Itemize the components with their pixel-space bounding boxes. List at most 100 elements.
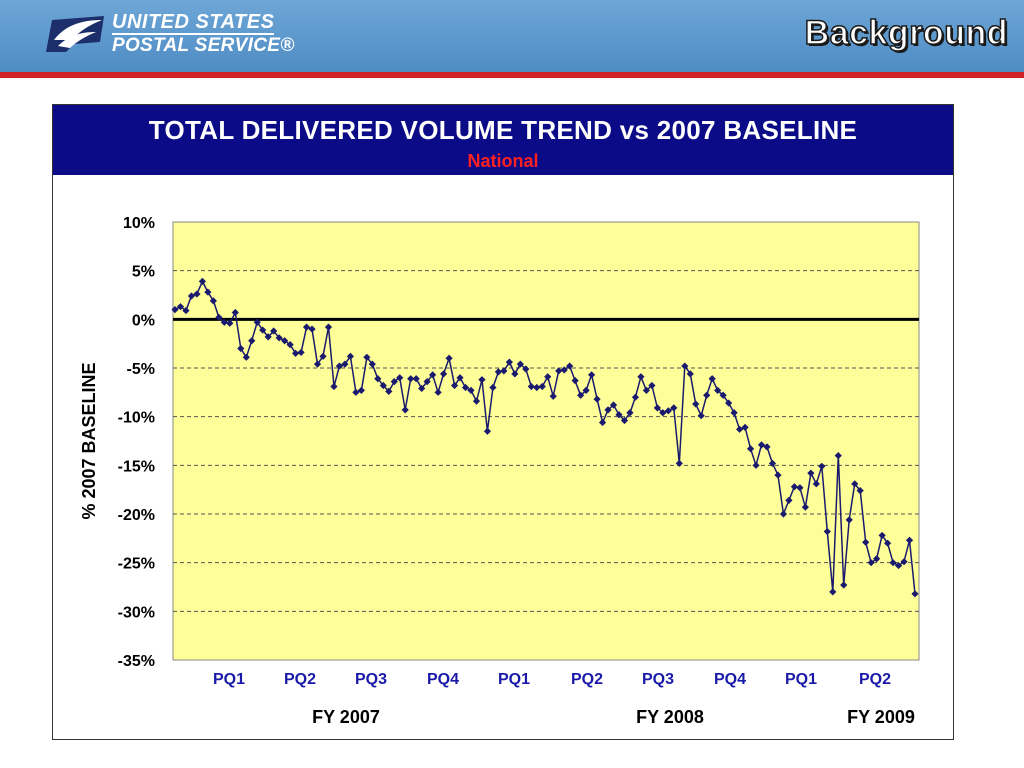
data-point	[385, 387, 393, 395]
data-point	[681, 362, 689, 370]
data-point	[697, 412, 705, 420]
data-point	[851, 480, 859, 488]
data-point	[631, 393, 640, 401]
chart-title: TOTAL DELIVERED VOLUME TREND vs 2007 BAS…	[148, 115, 858, 145]
data-point	[714, 386, 722, 394]
data-point	[653, 404, 661, 412]
data-point	[719, 391, 727, 399]
data-point	[341, 360, 349, 368]
fiscal-year-label: FY 2008	[636, 707, 704, 727]
section-title: Background	[804, 13, 1008, 53]
eagle-logo-icon	[46, 16, 104, 52]
y-tick-label: -30%	[118, 604, 155, 621]
data-point	[615, 411, 623, 419]
data-point	[746, 445, 755, 453]
data-point	[176, 303, 185, 311]
data-point	[790, 483, 799, 491]
data-point	[215, 313, 223, 321]
data-point	[511, 370, 519, 378]
x-period-label: PQ3	[642, 671, 674, 688]
data-point	[363, 353, 371, 361]
data-point	[346, 352, 355, 360]
data-point	[703, 391, 711, 399]
data-point	[434, 388, 442, 396]
data-point	[439, 370, 448, 378]
data-point	[659, 409, 667, 417]
y-tick-label: -20%	[118, 507, 155, 524]
data-point	[352, 388, 360, 396]
x-period-label: PQ2	[571, 671, 603, 688]
data-point	[779, 510, 788, 518]
y-tick-label: 10%	[123, 215, 155, 232]
data-point	[516, 360, 524, 368]
x-period-label: PQ2	[284, 671, 316, 688]
data-point	[171, 306, 179, 314]
data-point	[566, 362, 574, 370]
data-point	[626, 409, 634, 417]
y-tick-label: -5%	[127, 361, 155, 378]
data-point	[894, 561, 903, 570]
x-period-label: PQ3	[355, 671, 387, 688]
data-point	[407, 375, 415, 383]
x-period-label: PQ4	[714, 671, 746, 688]
data-point	[555, 367, 563, 375]
data-point	[637, 373, 645, 381]
data-point	[708, 375, 716, 383]
data-point	[664, 407, 672, 415]
data-point	[609, 401, 618, 409]
data-point	[374, 375, 382, 383]
y-tick-label: -10%	[118, 410, 155, 427]
y-tick-label: 0%	[132, 312, 155, 329]
data-point	[390, 378, 398, 386]
data-point	[801, 503, 809, 511]
data-point	[862, 538, 870, 546]
data-point	[533, 383, 541, 392]
header-red-stripe	[0, 72, 1024, 78]
data-point	[818, 462, 826, 470]
x-period-label: PQ4	[427, 671, 459, 688]
data-point	[319, 352, 327, 360]
chart-container: TOTAL DELIVERED VOLUME TREND vs 2007 BAS…	[52, 104, 954, 740]
data-point	[505, 358, 513, 366]
brand-line2: POSTAL SERVICE®	[112, 35, 295, 56]
data-point	[785, 496, 793, 504]
data-point	[598, 418, 607, 427]
data-point	[401, 406, 409, 414]
data-point	[675, 459, 683, 467]
chart-subtitle: National	[467, 151, 539, 171]
data-point	[478, 376, 486, 384]
data-point	[571, 377, 579, 385]
data-point	[324, 323, 333, 331]
data-point	[450, 381, 459, 390]
data-point	[725, 399, 733, 407]
data-point	[335, 362, 344, 370]
data-point	[642, 386, 651, 394]
data-point	[302, 323, 311, 331]
data-point	[763, 443, 771, 451]
y-axis-label: % 2007 BASELINE	[79, 362, 99, 519]
header-bar	[0, 0, 1024, 72]
y-tick-label: 5%	[132, 264, 155, 281]
data-point	[544, 373, 552, 381]
chart-plot: 10% 5% 0% -5% -10% -15% -20% -25% -30% -35% % 2007…	[79, 215, 920, 727]
data-point	[730, 409, 738, 417]
data-point	[752, 461, 760, 469]
data-point	[429, 371, 437, 379]
data-point	[313, 360, 322, 368]
data-point	[840, 581, 848, 589]
data-point	[461, 383, 470, 392]
data-point	[500, 367, 508, 375]
data-point	[549, 392, 557, 400]
data-point	[264, 333, 272, 341]
x-period-label: PQ1	[785, 671, 817, 688]
data-point	[330, 382, 338, 391]
data-point	[379, 381, 387, 390]
data-point	[237, 344, 245, 353]
data-point	[472, 397, 481, 405]
data-point	[807, 469, 815, 477]
y-tick-label: -25%	[118, 556, 155, 573]
x-period-label: PQ1	[498, 671, 530, 688]
x-period-label: PQ1	[213, 671, 245, 688]
data-point	[593, 395, 601, 403]
data-point	[823, 527, 831, 536]
